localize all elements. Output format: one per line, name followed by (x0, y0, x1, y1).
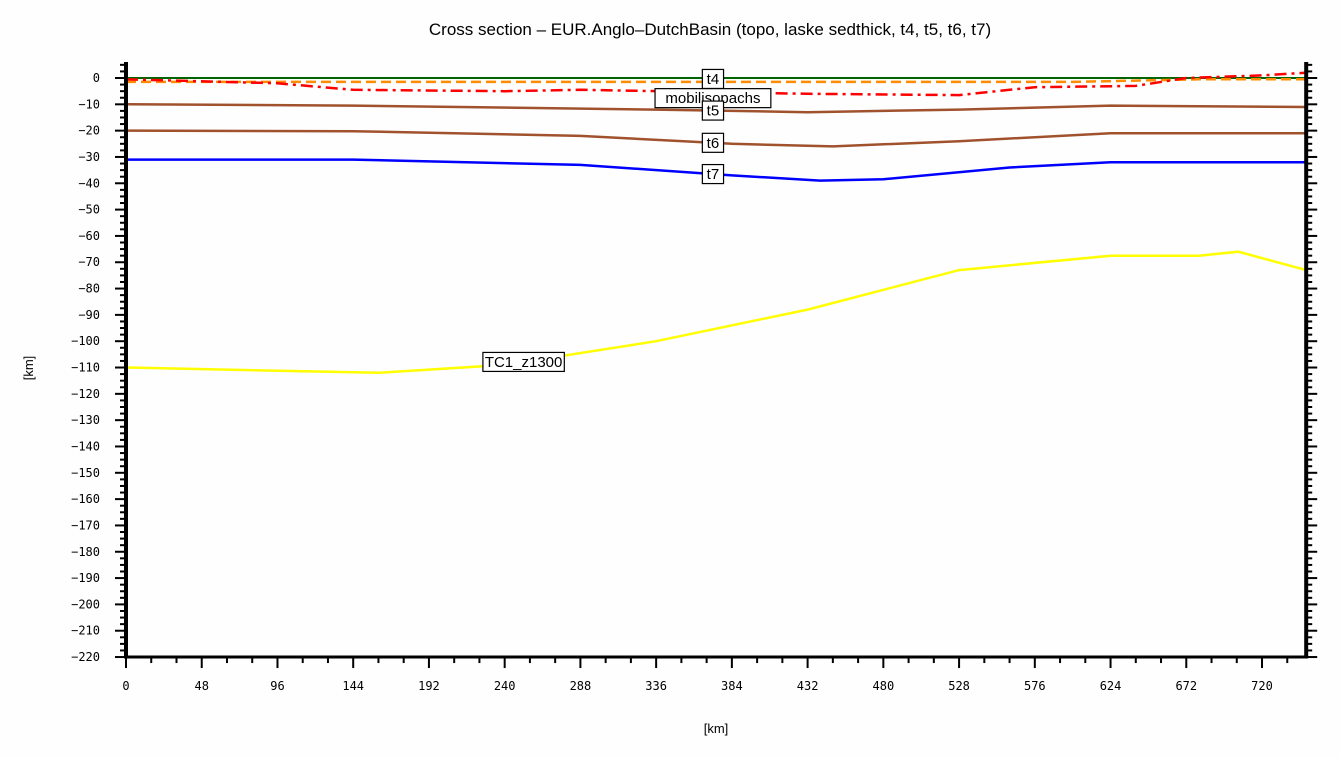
y-axis-title: [km] (21, 356, 36, 381)
x-tick-label: 624 (1100, 679, 1122, 693)
x-tick-label: 720 (1251, 679, 1273, 693)
y-tick-label: −210 (71, 624, 100, 638)
svg-text:t5: t5 (707, 103, 720, 120)
svg-text:mobilisopachs: mobilisopachs (665, 90, 760, 107)
svg-text:t7: t7 (707, 166, 720, 183)
y-tick-label: −160 (71, 492, 100, 506)
y-tick-label: −30 (78, 150, 100, 164)
x-tick-label: 528 (948, 679, 970, 693)
line-label-t4: t4 (701, 68, 725, 90)
x-tick-label: 432 (797, 679, 819, 693)
y-tick-label: −220 (71, 650, 100, 664)
y-tick-label: −40 (78, 176, 100, 190)
y-tick-label: −90 (78, 308, 100, 322)
line-label-t7: t7 (701, 163, 725, 185)
series-mobilisopachs (125, 71, 1307, 97)
x-tick-label: 672 (1175, 679, 1197, 693)
x-tick-label: 480 (873, 679, 895, 693)
x-tick-label: 576 (1024, 679, 1046, 693)
x-tick-label: 288 (570, 679, 592, 693)
y-tick-label: −60 (78, 229, 100, 243)
x-tick-label: 384 (721, 679, 743, 693)
x-tick-label: 144 (342, 679, 364, 693)
axes: 0 −10 −20 −30 −40 −50 −60 −70 −80 −90 −100 −110 −120… (71, 62, 1318, 693)
series-tc1-z1300 (125, 250, 1307, 375)
svg-text:t6: t6 (707, 135, 720, 152)
chart-title: Cross section – EUR.Anglo–DutchBasin (to… (428, 20, 992, 39)
x-tick-label: 240 (494, 679, 516, 693)
series-t5 (125, 103, 1307, 114)
x-axis-title: [km] (704, 721, 729, 736)
x-tick-label: 96 (270, 679, 284, 693)
x-tick-label: 192 (418, 679, 440, 693)
y-tick-label: 0 (93, 71, 100, 85)
line-label-t5: t5 (701, 100, 725, 121)
y-tick-label: −190 (71, 571, 100, 585)
y-tick-label: −130 (71, 413, 100, 427)
y-tick-label: −50 (78, 203, 100, 217)
y-tick-label: −70 (78, 255, 100, 269)
y-tick-label: −140 (71, 439, 100, 453)
y-tick-label: −110 (71, 361, 100, 375)
line-label-tc1-z1300: TC1_z1300 (482, 351, 565, 373)
svg-text:TC1_z1300: TC1_z1300 (485, 354, 563, 371)
y-tick-label: −150 (71, 466, 100, 480)
line-label-t6: t6 (701, 132, 725, 153)
series-t7 (126, 158, 1307, 182)
y-tick-label: −180 (71, 545, 100, 559)
series-t4 (126, 78, 1307, 84)
x-tick-label: 336 (645, 679, 667, 693)
y-tick-label: −10 (78, 97, 100, 111)
series-t6 (125, 129, 1307, 148)
y-tick-label: −170 (71, 518, 100, 532)
y-tick-label: −80 (78, 282, 100, 296)
y-tick-label: −100 (71, 334, 100, 348)
x-tick-label: 0 (122, 679, 129, 693)
y-tick-label: −120 (71, 387, 100, 401)
y-tick-label: −200 (71, 597, 100, 611)
y-tick-label: −20 (78, 124, 100, 138)
x-tick-label: 48 (195, 679, 209, 693)
svg-text:t4: t4 (707, 71, 720, 88)
line-label-mobilisopachs: mobilisopachs (654, 88, 772, 109)
